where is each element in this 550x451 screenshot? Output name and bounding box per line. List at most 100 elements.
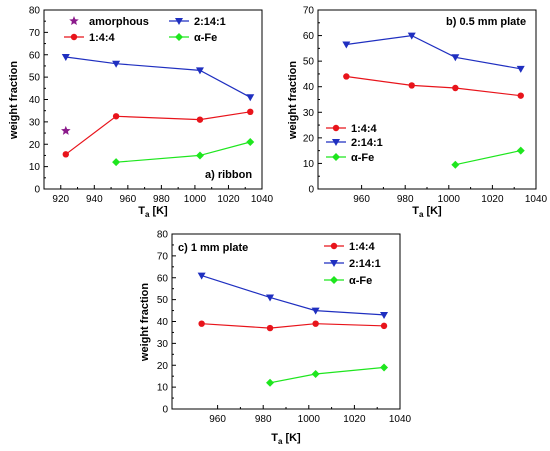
x-axis-title-sub: a	[419, 210, 424, 219]
legend-marker	[175, 18, 183, 25]
legend-label: α-Fe	[351, 152, 374, 164]
series-line	[201, 323, 385, 329]
y-tick-label: 80	[157, 230, 169, 241]
x-tick-label: 1020	[343, 414, 366, 425]
series-line	[116, 141, 251, 163]
y-tick-label: 50	[157, 295, 169, 306]
x-tick-label: 1000	[184, 194, 207, 205]
data-point	[247, 108, 254, 116]
y-tick-label: 10	[29, 162, 41, 173]
series-line	[65, 56, 251, 98]
series-line	[65, 111, 251, 155]
x-axis-title-unit: [K]	[152, 205, 168, 217]
legend-marker	[332, 124, 340, 132]
data-point	[343, 73, 350, 80]
data-point	[407, 32, 416, 40]
x-tick-label: 960	[353, 194, 370, 205]
series-line	[201, 275, 385, 316]
y-tick-label: 40	[303, 82, 315, 93]
data-point	[62, 151, 69, 158]
data-point	[408, 82, 415, 89]
data-point	[311, 307, 320, 315]
y-tick-label: 10	[157, 383, 169, 394]
data-point	[195, 67, 204, 75]
legend-marker	[330, 276, 338, 284]
y-tick-label: 70	[157, 251, 169, 262]
legend-label: 1:4:4	[89, 32, 116, 44]
y-tick-label: 30	[29, 117, 41, 128]
legend-marker	[330, 260, 338, 267]
legend-label: 2:14:1	[351, 137, 383, 149]
y-tick-label: 20	[29, 140, 41, 151]
data-point	[516, 146, 525, 155]
y-tick-label: 60	[29, 50, 41, 61]
legend-marker	[330, 242, 338, 250]
x-tick-label: 940	[86, 194, 103, 205]
x-tick-label: 1000	[438, 194, 461, 205]
x-tick-label: 1040	[525, 194, 548, 205]
x-tick-label: 980	[397, 194, 414, 205]
data-point	[197, 272, 206, 280]
y-tick-label: 50	[303, 57, 315, 68]
data-point	[517, 92, 524, 99]
series-line	[269, 366, 385, 384]
y-tick-label: 20	[157, 361, 169, 372]
data-point	[451, 160, 460, 169]
panel-label: c) 1 mm plate	[178, 242, 248, 254]
data-point	[61, 53, 70, 61]
y-tick-label: 40	[157, 317, 169, 328]
y-tick-label: 20	[303, 133, 315, 144]
panel-c-1mm-plate: c) 1 mm plate weight fraction Ta [K] 960 9…	[139, 230, 412, 447]
y-tick-label: 60	[303, 31, 315, 42]
y-tick-label: 10	[303, 159, 315, 170]
data-point	[451, 54, 460, 62]
legend-marker	[70, 33, 78, 41]
x-axis-title-unit: [K]	[285, 432, 301, 444]
y-tick-label: 0	[308, 185, 314, 196]
x-axis-title-main: T	[271, 432, 278, 444]
y-tick-label: 0	[34, 185, 40, 196]
data-point	[380, 363, 389, 372]
y-axis-title: weight fraction	[139, 283, 151, 363]
x-tick-label: 960	[120, 194, 137, 205]
x-axis-title-main: T	[412, 205, 419, 217]
y-axis-title: weight fraction	[287, 61, 299, 141]
x-tick-label: 1040	[389, 414, 412, 425]
data-point	[266, 378, 275, 387]
panel-b-05mm-plate: b) 0.5 mm plate weight fraction Ta [K] 96…	[287, 6, 548, 220]
data-point	[342, 41, 351, 49]
data-point	[452, 84, 459, 92]
x-tick-label: 980	[153, 194, 170, 205]
legend-marker	[175, 33, 183, 41]
legend-label: amorphous	[89, 16, 149, 28]
x-tick-label: 920	[52, 194, 69, 205]
data-point	[312, 320, 319, 327]
x-axis-title: Ta [K]	[138, 205, 168, 219]
y-tick-label: 30	[303, 108, 315, 119]
legend-label: α-Fe	[194, 32, 217, 44]
data-point	[311, 370, 320, 378]
x-tick-label: 960	[209, 414, 226, 425]
data-point	[112, 60, 121, 68]
data-point	[112, 113, 120, 120]
data-point	[112, 158, 121, 167]
data-point	[196, 116, 204, 123]
series-line	[346, 34, 521, 70]
data-point	[380, 311, 389, 319]
panel-a-ribbon: a) ribbon weight fraction Ta [K] 920 940 96…	[8, 6, 274, 220]
legend-label: 1:4:4	[351, 123, 378, 135]
legend-marker	[69, 16, 79, 26]
data-point	[266, 294, 275, 302]
data-point	[246, 138, 255, 147]
series-line	[455, 150, 521, 166]
legend-marker	[332, 139, 340, 146]
data-point	[61, 125, 71, 135]
data-point	[380, 322, 388, 330]
x-tick-label: 1020	[481, 194, 504, 205]
x-axis-title: Ta [K]	[271, 432, 301, 446]
y-tick-label: 40	[29, 95, 41, 106]
series-line	[346, 75, 521, 97]
y-tick-label: 70	[29, 28, 41, 39]
data-point	[198, 320, 205, 327]
